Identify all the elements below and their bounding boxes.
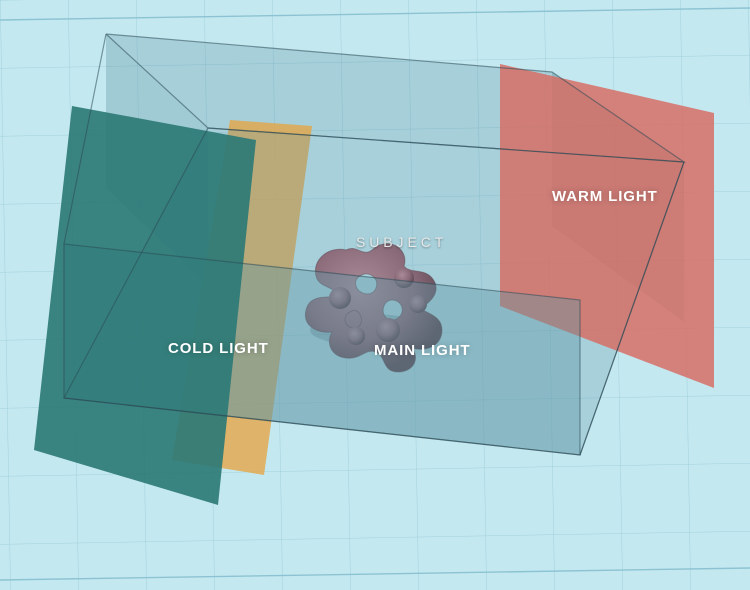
lighting-diagram: [0, 0, 750, 590]
cold-light-panel: [34, 106, 256, 505]
